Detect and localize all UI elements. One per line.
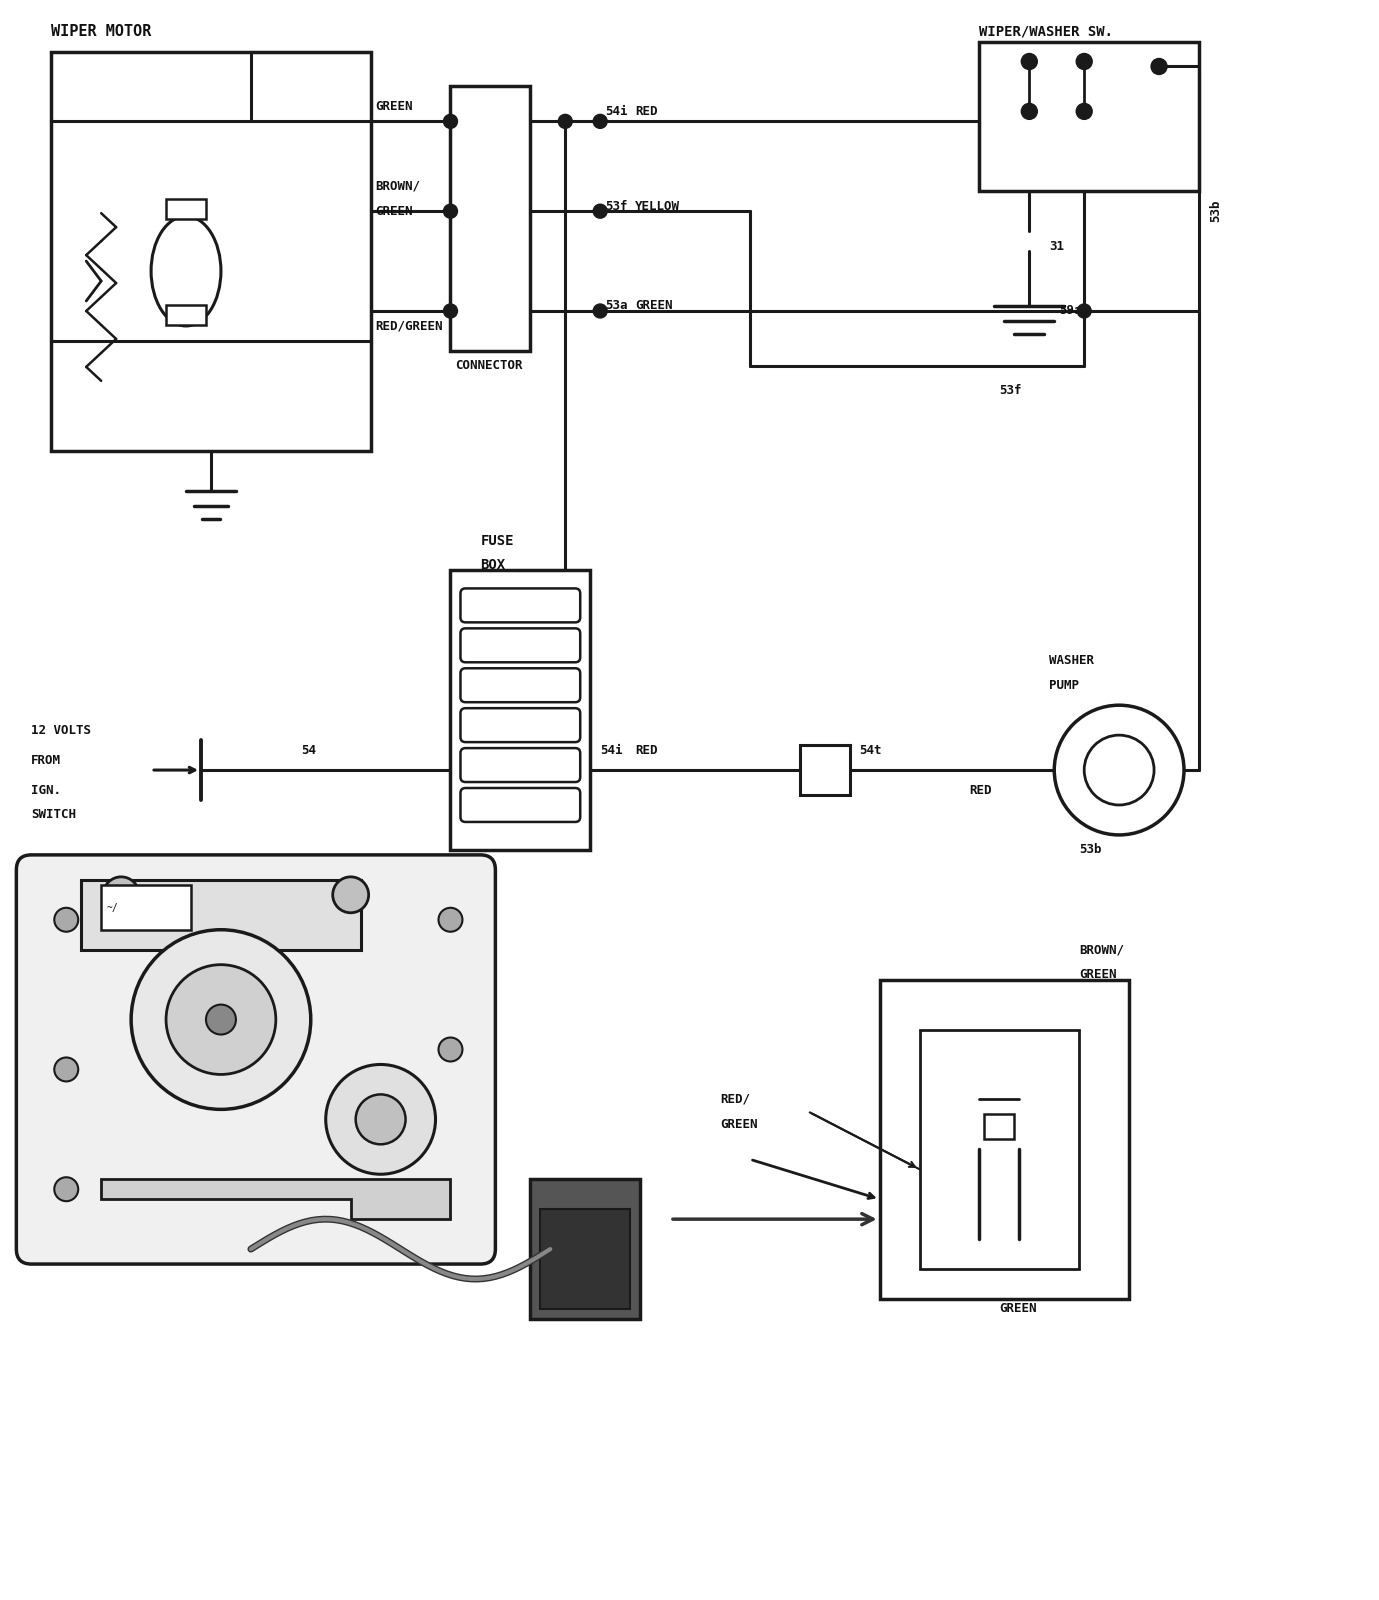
Text: 54i: 54i: [600, 744, 623, 757]
Circle shape: [593, 114, 607, 128]
Bar: [800, 746, 849, 795]
FancyBboxPatch shape: [17, 854, 495, 1264]
Text: GREEN: GREEN: [375, 99, 414, 114]
Circle shape: [1022, 104, 1037, 120]
Bar: [451, 571, 590, 850]
Bar: [81, 880, 361, 950]
Text: 53b: 53b: [1209, 200, 1222, 222]
Text: RED: RED: [969, 784, 992, 797]
Circle shape: [131, 930, 310, 1109]
Circle shape: [54, 1178, 79, 1202]
Text: BOX: BOX: [480, 558, 506, 573]
Circle shape: [1151, 59, 1167, 75]
Circle shape: [1055, 706, 1185, 835]
Text: FROM: FROM: [32, 754, 61, 766]
Text: 53b: 53b: [1080, 843, 1102, 856]
Bar: [541, 1210, 630, 1309]
Bar: [51, 51, 371, 451]
Text: GREEN: GREEN: [375, 205, 414, 218]
Text: 12 VOLTS: 12 VOLTS: [32, 723, 91, 736]
Circle shape: [332, 877, 368, 912]
Text: WASHER: WASHER: [1049, 654, 1095, 667]
FancyBboxPatch shape: [461, 629, 581, 662]
Circle shape: [54, 907, 79, 931]
Ellipse shape: [152, 216, 221, 326]
FancyBboxPatch shape: [461, 749, 581, 782]
Circle shape: [439, 1037, 462, 1061]
Text: YELLOW: YELLOW: [636, 200, 680, 213]
Circle shape: [1022, 53, 1037, 69]
Circle shape: [1084, 734, 1154, 805]
Text: 54t: 54t: [859, 744, 883, 757]
Circle shape: [444, 304, 458, 318]
Text: RED: RED: [636, 106, 658, 118]
Text: WIPER/WASHER SW.: WIPER/WASHER SW.: [979, 24, 1113, 38]
Circle shape: [593, 304, 607, 318]
Bar: [531, 1179, 640, 1318]
Circle shape: [103, 877, 139, 912]
Text: GREEN: GREEN: [1080, 968, 1117, 981]
Circle shape: [558, 114, 572, 128]
Text: 54: 54: [301, 744, 316, 757]
Text: GREEN: GREEN: [1000, 1302, 1037, 1315]
Bar: [165, 200, 205, 219]
FancyBboxPatch shape: [461, 669, 581, 702]
Circle shape: [54, 1058, 79, 1082]
Circle shape: [444, 205, 458, 218]
Text: FUSE: FUSE: [480, 533, 514, 547]
Text: ~/: ~/: [106, 902, 119, 912]
Text: RED: RED: [636, 744, 658, 757]
Text: 53a: 53a: [605, 299, 627, 312]
Text: 59a: 59a: [1059, 304, 1081, 317]
Text: GREEN: GREEN: [720, 1118, 757, 1131]
Text: 31: 31: [1049, 240, 1065, 253]
Circle shape: [205, 1005, 236, 1035]
Text: BROWN/: BROWN/: [1080, 942, 1124, 957]
Text: PUMP: PUMP: [1049, 678, 1080, 691]
Bar: [979, 42, 1198, 192]
Bar: [101, 885, 192, 930]
Bar: [451, 86, 531, 350]
Circle shape: [356, 1094, 405, 1144]
Bar: [880, 979, 1129, 1299]
Text: 54i: 54i: [605, 106, 627, 118]
Bar: [165, 306, 205, 325]
Text: WIPER MOTOR: WIPER MOTOR: [51, 24, 152, 38]
Text: 53f: 53f: [605, 200, 627, 213]
Text: BROWN/: BROWN/: [375, 179, 421, 192]
Circle shape: [444, 114, 458, 128]
Circle shape: [1077, 304, 1091, 318]
Circle shape: [325, 1064, 436, 1174]
FancyBboxPatch shape: [461, 589, 581, 622]
Polygon shape: [101, 1179, 451, 1219]
Circle shape: [1076, 104, 1092, 120]
Bar: [920, 1029, 1080, 1269]
Circle shape: [165, 965, 276, 1075]
Text: 53f: 53f: [1000, 384, 1022, 397]
FancyBboxPatch shape: [461, 789, 581, 822]
Circle shape: [593, 205, 607, 218]
Text: RED/GREEN: RED/GREEN: [375, 320, 443, 333]
Bar: [985, 1114, 1015, 1139]
FancyBboxPatch shape: [461, 709, 581, 742]
Text: GREEN: GREEN: [636, 299, 673, 312]
Text: RED/: RED/: [720, 1093, 750, 1106]
Text: CONNECTOR: CONNECTOR: [455, 360, 523, 373]
Circle shape: [439, 907, 462, 931]
Text: IGN.: IGN.: [32, 784, 61, 797]
Circle shape: [1076, 53, 1092, 69]
Text: SWITCH: SWITCH: [32, 808, 76, 821]
